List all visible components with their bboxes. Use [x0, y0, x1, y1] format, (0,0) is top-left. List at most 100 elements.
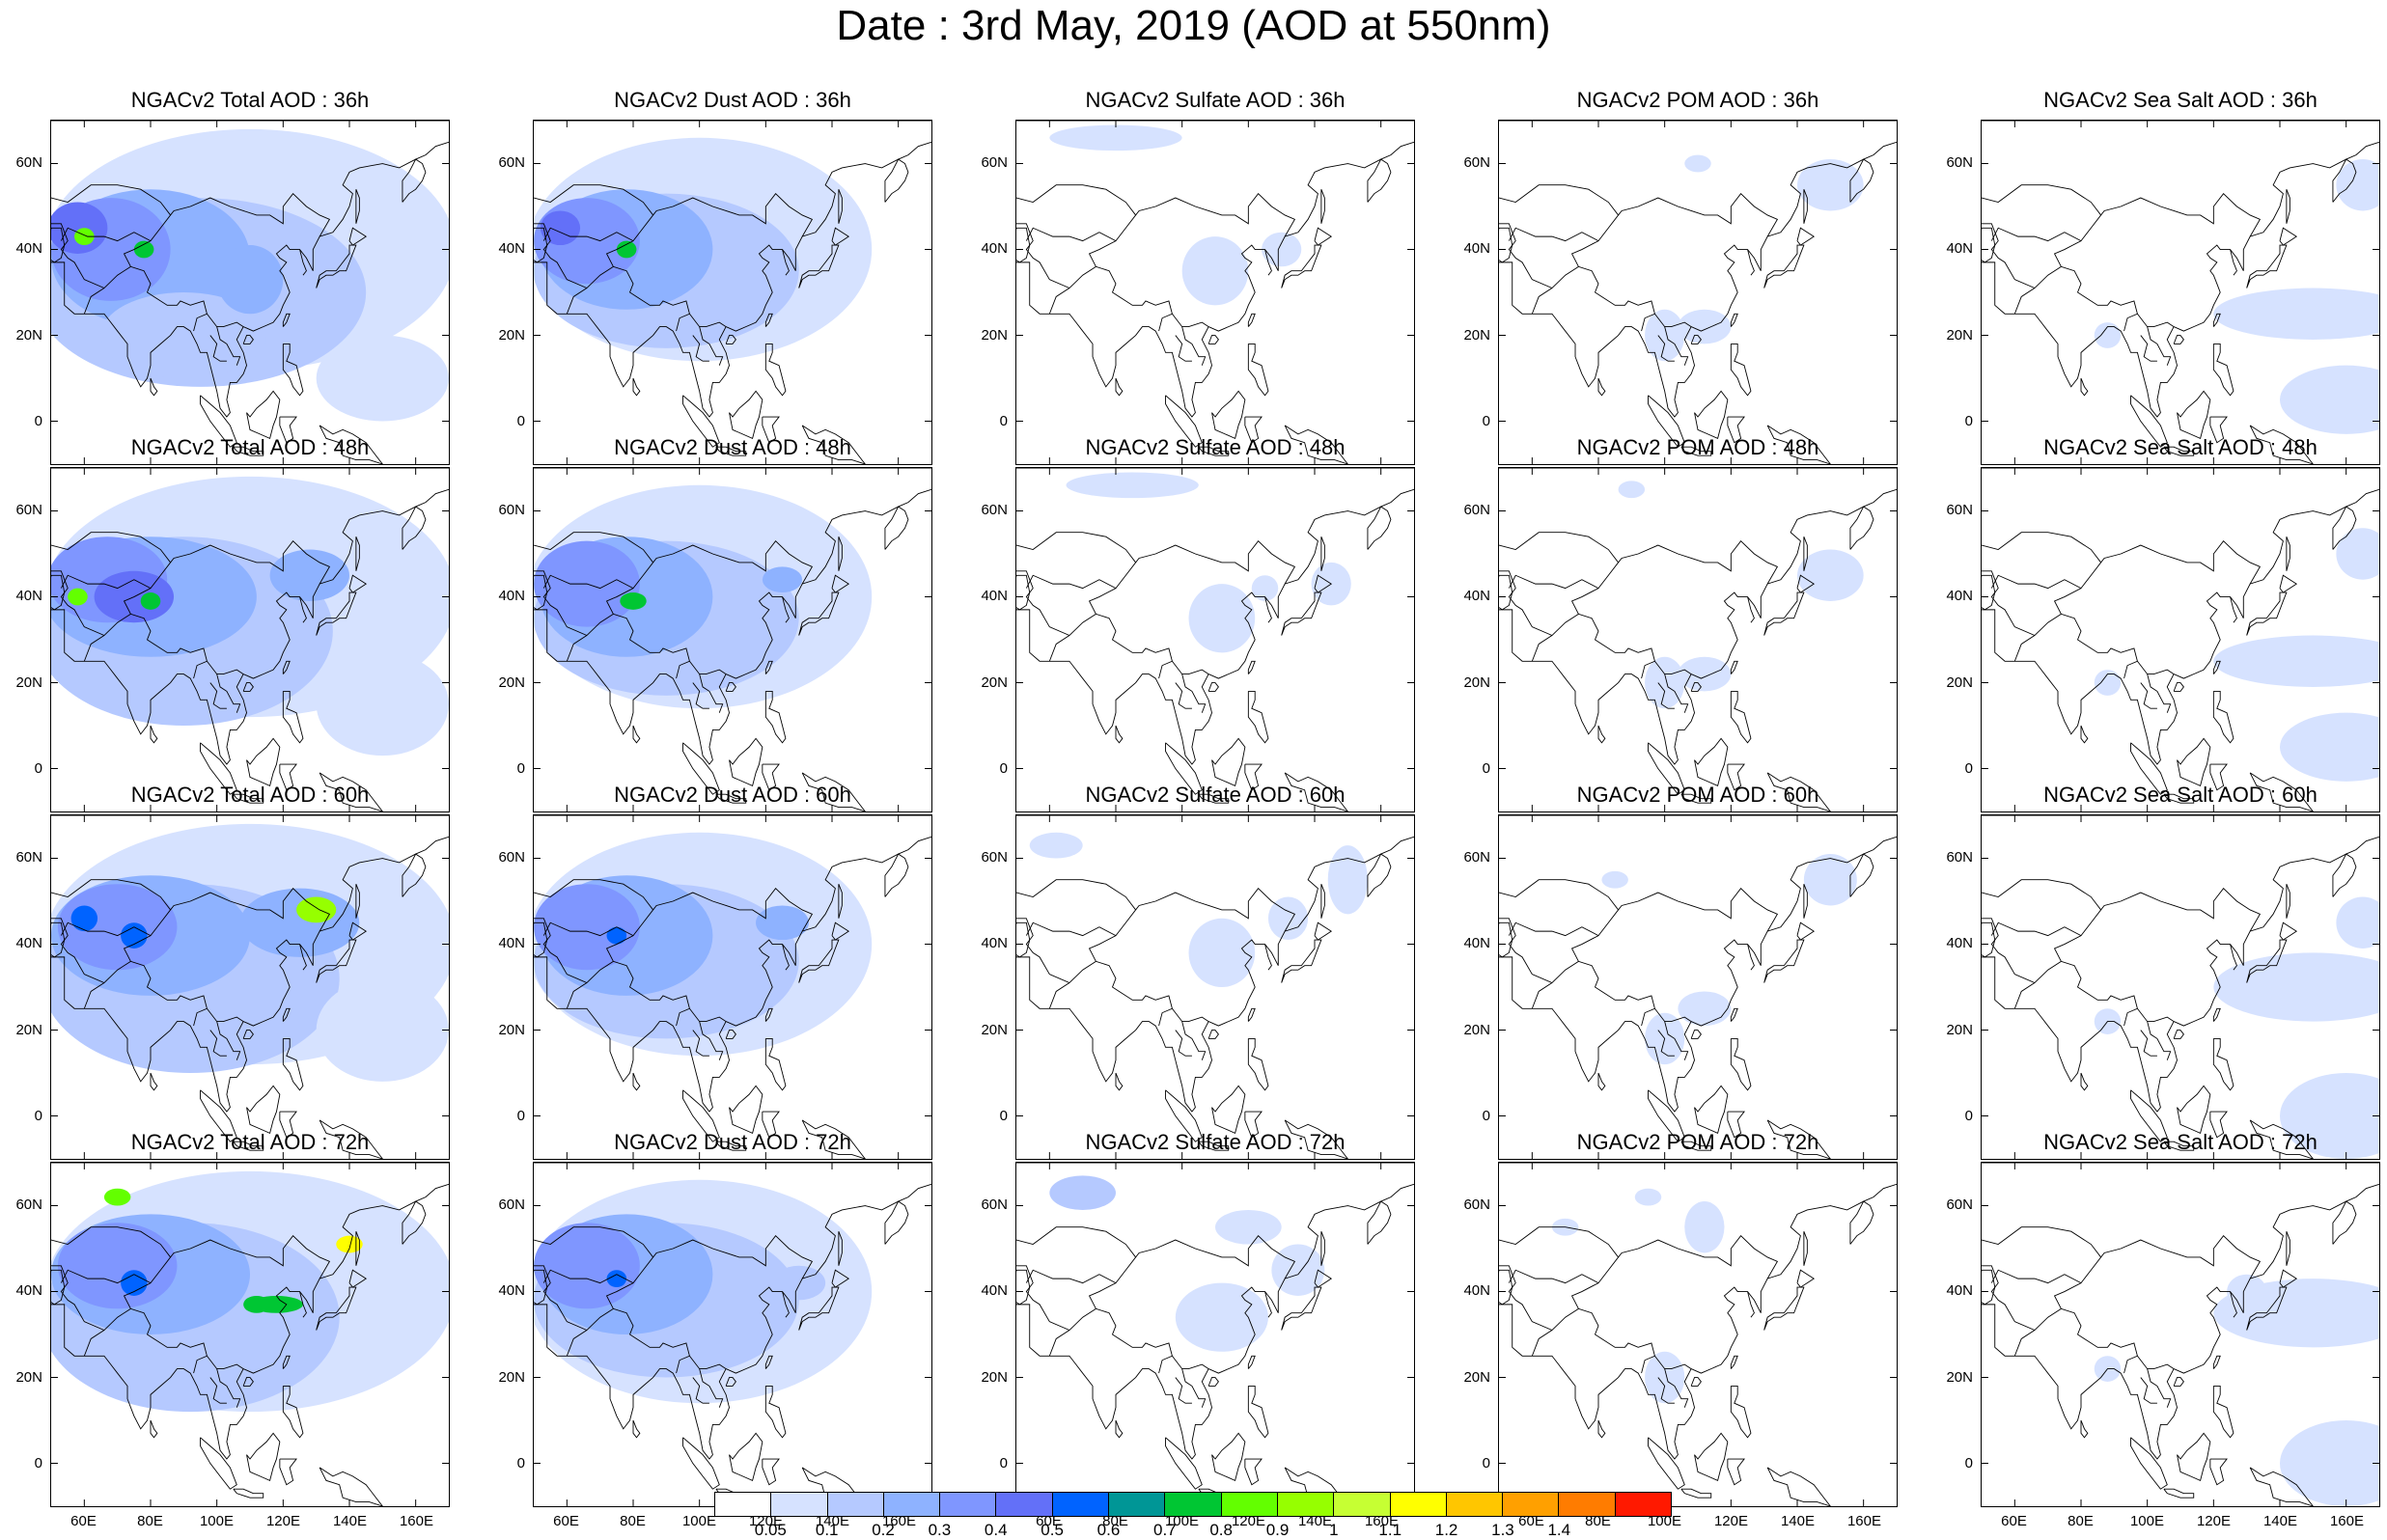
coastline: [150, 377, 158, 397]
coastline: [2249, 772, 2314, 811]
colorbar-swatch: [1052, 1493, 1110, 1516]
coastline: [1531, 960, 1655, 1027]
aod-field-area: [2280, 712, 2379, 782]
coastline: [2230, 944, 2237, 971]
coastline: [1320, 1231, 1325, 1266]
panel-title: NGACv2 Dust AOD : 72h: [614, 1130, 851, 1154]
coastline: [1247, 1355, 1256, 1369]
coastline: [1982, 1183, 2379, 1460]
coastline: [1990, 1269, 2082, 1284]
coastline: [2013, 1307, 2138, 1374]
coastline: [801, 1119, 866, 1159]
lon-tick-label: 100E: [199, 1513, 235, 1529]
coastline: [316, 244, 357, 289]
coastline: [699, 1368, 724, 1408]
coastline: [534, 1265, 588, 1331]
coastline: [2279, 227, 2298, 246]
aod-map: [534, 121, 931, 464]
coastline: [1175, 1377, 1192, 1404]
lon-tick-label: 120E: [1713, 1513, 1749, 1529]
colorbar-swatch: [715, 1493, 772, 1516]
lat-tick-label: 20N: [15, 674, 42, 691]
aod-field-area: [1797, 159, 1864, 211]
aod-field-area: [2280, 365, 2379, 434]
aod-field-area: [103, 1188, 131, 1206]
coastline: [2246, 591, 2288, 636]
coastline: [2332, 853, 2357, 897]
aod-field-area: [606, 926, 627, 945]
coastline: [605, 540, 814, 615]
aod-field-area: [762, 566, 803, 593]
coastline: [729, 1432, 763, 1481]
lat-tick-label: 20N: [1463, 326, 1490, 344]
coastline: [1982, 921, 1996, 958]
lat-tick-label: 0: [1482, 413, 1490, 430]
coastline: [2137, 314, 2175, 328]
coastline: [715, 1141, 747, 1151]
coastline: [692, 1030, 709, 1057]
coastline: [299, 596, 307, 623]
coastline: [1284, 425, 1348, 464]
coastline: [316, 939, 357, 983]
coastline: [233, 446, 264, 456]
coastline: [2246, 244, 2288, 289]
coastline: [1747, 1291, 1755, 1318]
colorbar-label: 0.3: [928, 1521, 952, 1539]
coastline: [233, 1488, 264, 1499]
coastline: [2177, 390, 2211, 439]
coastline: [689, 1008, 727, 1023]
coastline: [1016, 488, 1414, 765]
coastline: [838, 189, 843, 224]
coastline: [2173, 335, 2184, 344]
coastline: [1367, 853, 1392, 897]
aod-field-area: [74, 228, 95, 246]
aod-field-area: [1684, 1201, 1725, 1253]
coastline: [319, 425, 383, 464]
coastline: [1849, 853, 1874, 897]
coastline: [632, 1072, 641, 1091]
lat-tick-label: 0: [1482, 1108, 1490, 1125]
colorbar-swatch: [1277, 1493, 1335, 1516]
lon-tick-label: 120E: [2196, 1513, 2232, 1529]
aod-field-area: [316, 335, 449, 422]
coastline: [542, 1269, 634, 1284]
colorbar-label: 0.9: [1265, 1521, 1290, 1539]
coastline: [2080, 1072, 2089, 1091]
coastline: [216, 1021, 241, 1060]
lat-tick-label: 0: [1482, 760, 1490, 778]
lon-tick-label: 60E: [2001, 1513, 2027, 1529]
map-panel: [1498, 814, 1898, 1160]
coastline: [348, 1269, 368, 1288]
map-panel: [1981, 467, 2380, 812]
colorbar-label: 1: [1329, 1521, 1339, 1539]
panel-title: NGACv2 Total AOD : 60h: [130, 783, 370, 807]
coastline: [1982, 879, 2101, 911]
coastline: [831, 574, 850, 593]
map-panel: [1015, 1162, 1415, 1507]
colorbar-label: 1.4: [1547, 1521, 1571, 1539]
lat-tick-label: 60N: [981, 153, 1008, 171]
aod-field-area: [2336, 896, 2379, 949]
coastline: [1284, 772, 1348, 811]
coastline: [542, 921, 634, 937]
coastline: [682, 1089, 720, 1142]
figure-title: Date : 3rd May, 2019 (AOD at 550nm): [836, 2, 1551, 49]
coastline: [216, 326, 241, 366]
coastline: [838, 884, 843, 919]
coastline: [1499, 1183, 1897, 1460]
coastline: [1016, 227, 1031, 263]
coastline: [534, 921, 548, 958]
coastline: [2246, 939, 2288, 983]
coastline: [1172, 661, 1209, 675]
coastline: [1982, 570, 2036, 636]
lat-tick-label: 60N: [15, 1196, 42, 1213]
aod-field-area: [1797, 549, 1864, 601]
coastline: [566, 960, 690, 1027]
coastline: [1088, 193, 1296, 267]
coastline: [1499, 141, 1897, 418]
coastline: [246, 1432, 281, 1481]
coastline: [682, 1437, 720, 1490]
lat-tick-label: 40N: [1946, 588, 1973, 605]
coastline: [319, 772, 383, 811]
aod-field-area: [1601, 870, 1628, 889]
